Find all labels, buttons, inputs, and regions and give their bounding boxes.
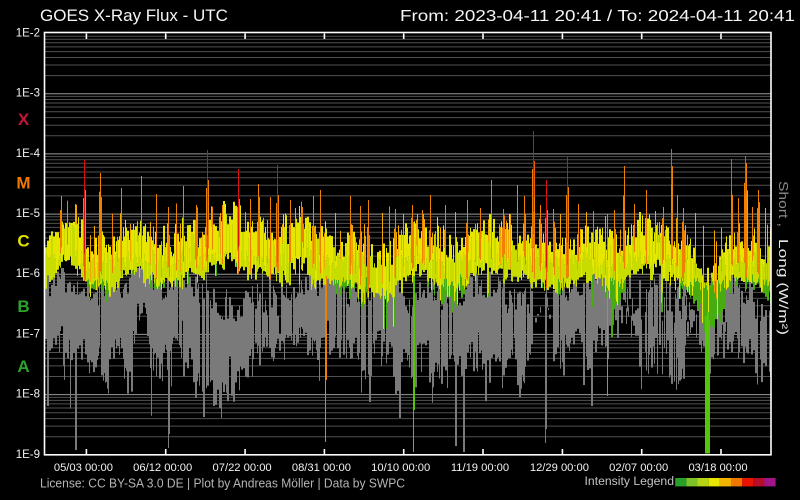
svg-text:1E-4: 1E-4 <box>16 148 41 160</box>
svg-text:1E-9: 1E-9 <box>16 449 40 461</box>
svg-text:10/10 00:00: 10/10 00:00 <box>371 462 430 474</box>
svg-text:X: X <box>18 110 30 129</box>
svg-text:Short ,: Short , <box>776 181 791 227</box>
svg-text:1E-7: 1E-7 <box>16 328 40 340</box>
svg-text:12/29 00:00: 12/29 00:00 <box>530 462 589 474</box>
svg-text:1E-6: 1E-6 <box>16 268 40 280</box>
svg-text:GOES X-Ray Flux - UTC: GOES X-Ray Flux - UTC <box>40 6 228 25</box>
svg-text:08/31 00:00: 08/31 00:00 <box>292 462 351 474</box>
svg-text:B: B <box>17 297 29 316</box>
svg-text:06/12 00:00: 06/12 00:00 <box>133 462 192 474</box>
svg-text:03/18 00:00: 03/18 00:00 <box>688 462 747 474</box>
svg-text:Long (W/m²): Long (W/m²) <box>776 239 791 335</box>
svg-text:M: M <box>16 174 30 193</box>
svg-text:05/03 00:00: 05/03 00:00 <box>54 462 113 474</box>
svg-text:From: 2023-04-11 20:41 / To: 2: From: 2023-04-11 20:41 / To: 2024-04-11 … <box>400 8 795 25</box>
svg-text:07/22 00:00: 07/22 00:00 <box>213 462 272 474</box>
svg-text:C: C <box>17 232 29 251</box>
svg-text:1E-2: 1E-2 <box>16 28 40 40</box>
svg-text:02/07 00:00: 02/07 00:00 <box>609 462 668 474</box>
svg-text:1E-5: 1E-5 <box>16 208 40 220</box>
svg-text:1E-3: 1E-3 <box>16 88 40 100</box>
svg-text:Intensity Legend: Intensity Legend <box>585 474 674 488</box>
svg-text:1E-8: 1E-8 <box>16 389 40 401</box>
svg-text:License: CC BY-SA 3.0 DE | Plo: License: CC BY-SA 3.0 DE | Plot by Andre… <box>40 477 405 491</box>
svg-text:11/19 00:00: 11/19 00:00 <box>451 462 509 474</box>
svg-text:A: A <box>17 357 29 376</box>
